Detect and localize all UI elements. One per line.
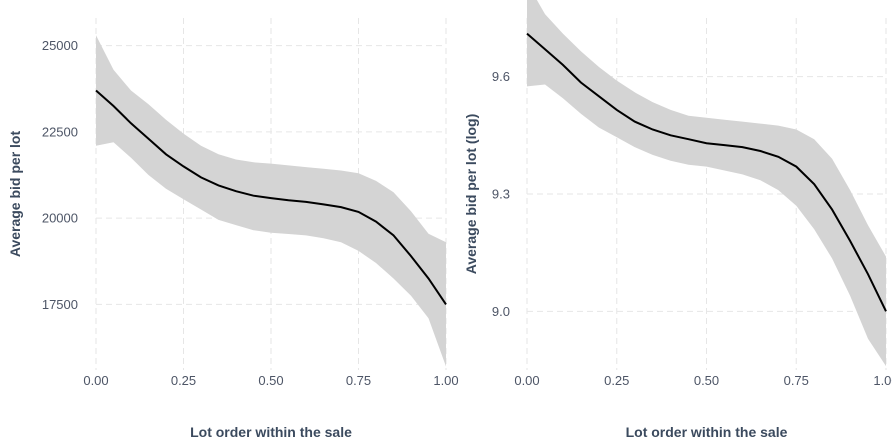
y-axis-title: Average bid per lot — [7, 131, 23, 258]
x-tick-label: 0.25 — [604, 373, 629, 388]
confidence-band — [96, 35, 446, 367]
fitted-line — [95, 89, 447, 305]
chart-panel-2: 0.00 0.25 0.50 0.75 1.00 9.0 9.3 9.6 Lot order w… — [463, 0, 892, 440]
y-tick-label: 22500 — [42, 124, 78, 139]
chart-panel-1: 0.00 0.25 0.50 0.75 1.00 17500 20000 22500 25000… — [7, 18, 459, 440]
x-tick-label: 0.75 — [784, 373, 809, 388]
x-tick-label: 1.00 — [433, 373, 458, 388]
y-tick-label: 9.3 — [492, 187, 510, 202]
x-tick-label: 0.25 — [171, 373, 196, 388]
x-tick-label: 1.00 — [873, 373, 892, 388]
confidence-band — [527, 0, 886, 367]
y-tick-label: 9.6 — [492, 69, 510, 84]
x-tick-label: 0.00 — [514, 373, 539, 388]
fitted-line — [526, 32, 887, 312]
x-axis-title: Lot order within the sale — [190, 424, 352, 440]
y-tick-label: 9.0 — [492, 304, 510, 319]
y-tick-label: 17500 — [42, 297, 78, 312]
x-axis-title: Lot order within the sale — [626, 424, 788, 440]
y-tick-label: 20000 — [42, 211, 78, 226]
x-tick-label: 0.50 — [258, 373, 283, 388]
x-tick-label: 0.75 — [346, 373, 371, 388]
x-tick-label: 0.50 — [694, 373, 719, 388]
x-tick-label: 0.00 — [83, 373, 108, 388]
y-tick-label: 25000 — [42, 38, 78, 53]
y-axis-title: Average bid per lot (log) — [463, 114, 479, 275]
